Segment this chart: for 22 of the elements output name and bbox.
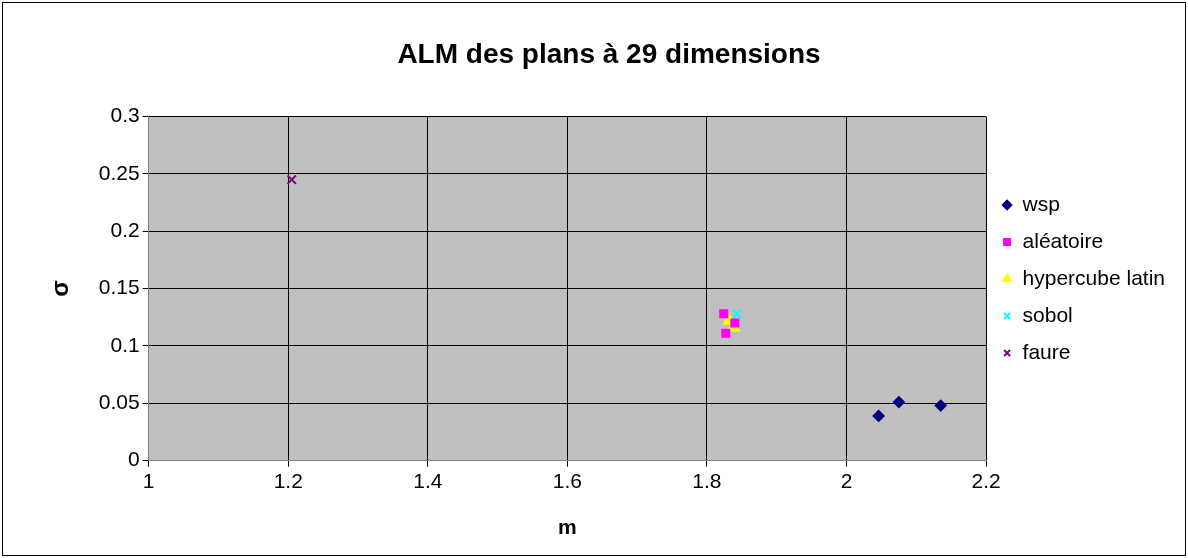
x-tick-label: 1.8 <box>692 469 722 492</box>
y-tick-label: 0.2 <box>110 218 140 242</box>
x-tick-label: 2.2 <box>971 469 1001 492</box>
legend-label: wsp <box>1021 191 1060 215</box>
x-tick-label: 2 <box>840 469 853 492</box>
x-tick-label: 1.2 <box>273 469 303 492</box>
y-tick-label: 0.05 <box>98 390 140 414</box>
legend-label: hypercube latin <box>1022 265 1166 289</box>
y-tick-label: 0.3 <box>110 103 140 127</box>
legend-label: faure <box>1022 339 1071 363</box>
legend-label: aléatoire <box>1022 228 1104 252</box>
y-tick-label: 0.15 <box>98 275 140 299</box>
y-tick-label: 0 <box>127 447 140 471</box>
x-tick-label: 1.4 <box>413 469 443 492</box>
x-axis-title: m <box>558 515 577 539</box>
chart-title: ALM des plans à 29 dimensions <box>397 37 821 69</box>
y-axis-title: σ <box>46 280 74 297</box>
y-tick-label: 0.25 <box>98 160 140 184</box>
legend-label: sobol <box>1022 302 1073 326</box>
x-tick-label: 1 <box>142 469 155 492</box>
y-tick-label: 0.1 <box>110 332 140 356</box>
x-tick-label: 1.6 <box>552 469 582 492</box>
